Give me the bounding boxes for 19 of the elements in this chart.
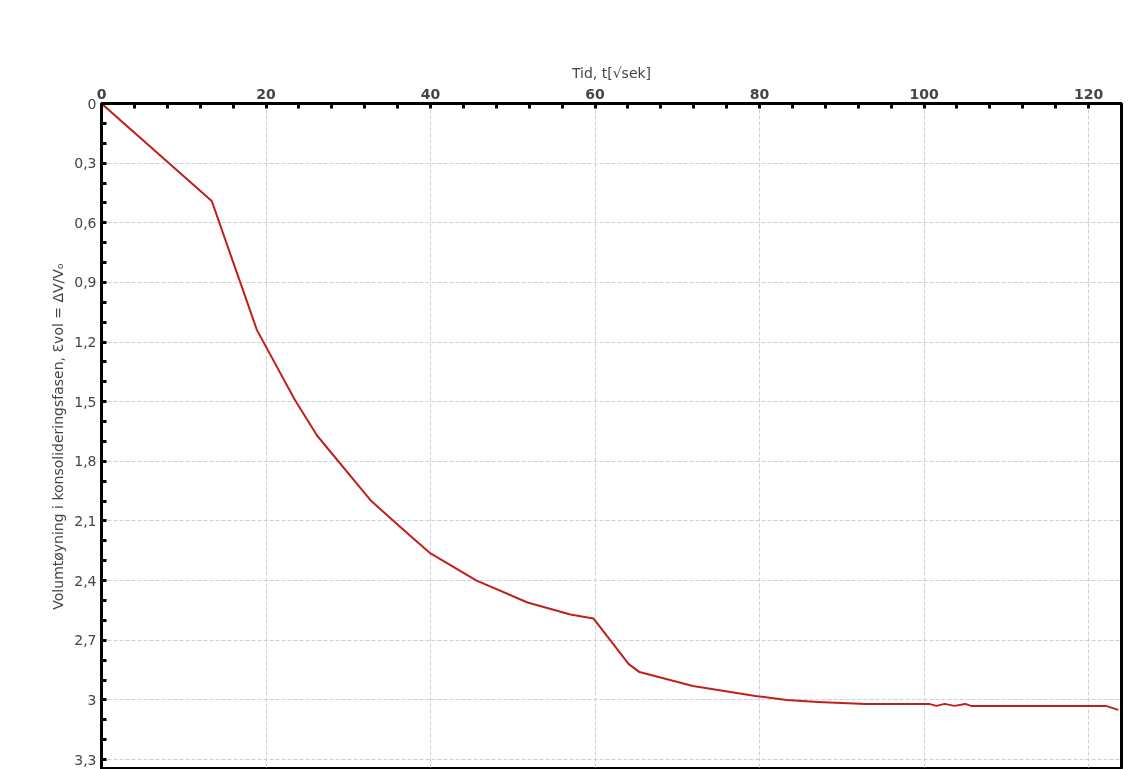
x-tick-label: 20 [256, 85, 277, 102]
y-tick-label: 2,1 [74, 512, 97, 529]
y-tick-label: 3,3 [74, 751, 97, 768]
y-tick-label: 2,4 [74, 572, 97, 589]
x-axis-title: Tid, t[√sek] [570, 64, 652, 81]
x-tick-label: 40 [420, 85, 441, 102]
y-tick-label: 1,8 [74, 453, 97, 470]
y-tick-label: 0,6 [74, 214, 97, 231]
y-axis-title: Volumtøyning i konsolideringsfasen, Ɛvol = ΔV/Vₒ [50, 263, 67, 610]
x-tick-label: 80 [749, 85, 770, 102]
y-tick-label: 1,5 [74, 393, 97, 410]
x-tick-label: 60 [585, 85, 606, 102]
y-tick-label: 1,2 [74, 334, 97, 351]
y-tick-label: 2,7 [74, 632, 97, 649]
x-tick-label: 100 [909, 85, 939, 102]
y-tick-label: 0,9 [74, 274, 97, 291]
y-tick-label: 0,3 [74, 155, 97, 172]
y-tick-label: 3 [87, 691, 97, 708]
x-tick-label: 120 [1073, 85, 1104, 102]
